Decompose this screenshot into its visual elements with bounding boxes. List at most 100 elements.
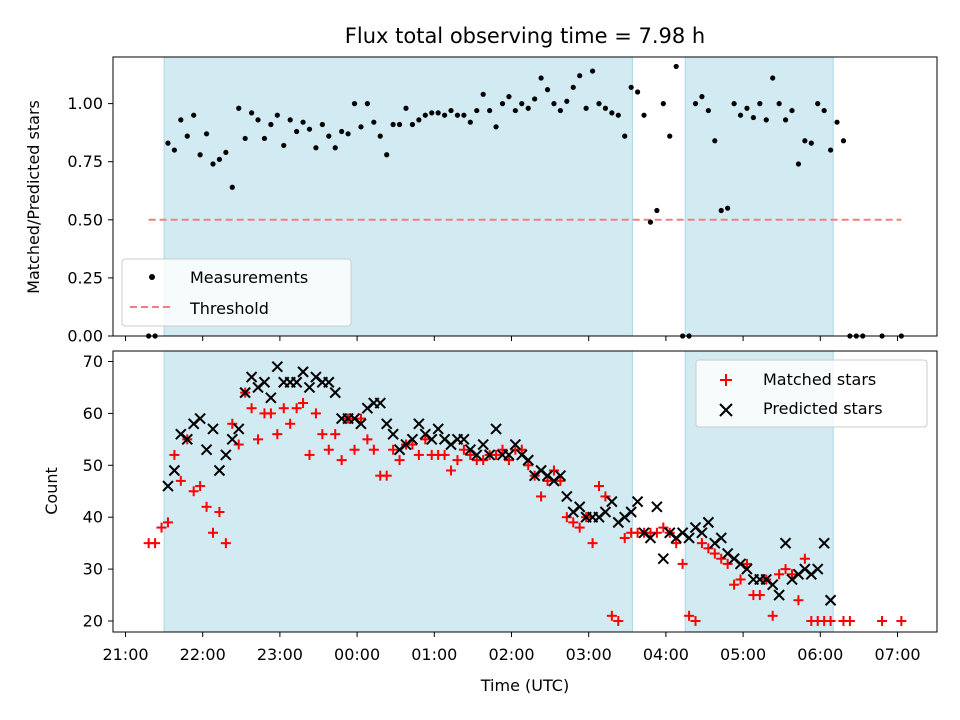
predicted-star-point	[380, 418, 393, 430]
predicted-star-point	[233, 423, 245, 435]
bottom-y-tick-label: 40	[83, 508, 103, 527]
predicted-star-point	[181, 433, 193, 446]
predicted-star-point	[258, 376, 271, 388]
predicted-star-point	[297, 366, 309, 378]
matched-star-point	[207, 527, 218, 538]
measurement-point	[782, 117, 789, 123]
measurement-point	[538, 75, 544, 81]
measurement-point	[557, 107, 563, 114]
measurement-point	[660, 101, 666, 107]
predicted-star-point	[683, 532, 695, 544]
measurement-point	[287, 117, 293, 123]
predicted-star-point	[374, 397, 386, 409]
measurement-point	[718, 207, 724, 214]
predicted-star-point	[477, 438, 489, 451]
matched-star-point	[246, 403, 257, 414]
measurement-point	[416, 117, 422, 123]
measurement-point	[203, 131, 210, 137]
bottom-y-tick-label: 70	[83, 352, 103, 371]
measurement-point	[583, 105, 589, 111]
predicted-star-point	[644, 532, 657, 544]
matched-star-point	[362, 434, 373, 445]
legend-predicted-marker	[719, 403, 733, 417]
matched-star-point	[671, 538, 682, 549]
matched-star-point	[690, 616, 701, 626]
measurement-point	[673, 63, 679, 70]
matched-star-point	[150, 538, 161, 549]
predicted-star-point	[162, 480, 174, 492]
bottom-y-ticks: 20 30 40 50 60 70	[83, 352, 113, 631]
measurement-point	[236, 105, 242, 111]
predicted-star-point	[651, 501, 663, 513]
measurement-point	[827, 147, 834, 153]
matched-star-point	[684, 610, 695, 621]
matched-star-point	[188, 486, 199, 497]
measurement-point	[364, 101, 370, 107]
matched-star-point	[265, 408, 276, 419]
measurement-point	[667, 133, 673, 139]
matched-star-point	[587, 538, 598, 549]
matched-star-point	[780, 564, 791, 575]
predicted-star-point	[323, 376, 335, 388]
shaded-interval-1	[163, 350, 633, 633]
measurement-point	[178, 117, 184, 123]
measurement-point	[461, 112, 467, 118]
bottom-x-tick-label: 02:00	[488, 645, 534, 664]
predicted-star-point	[779, 537, 792, 549]
predicted-star-point	[265, 392, 277, 404]
matched-star-point	[658, 522, 669, 533]
matched-star-point	[774, 569, 785, 580]
measurement-point	[216, 156, 223, 162]
measurement-point	[570, 84, 576, 90]
predicted-star-point	[271, 360, 284, 373]
bottom-y-tick-label: 50	[83, 456, 103, 475]
predicted-star-point	[766, 578, 779, 591]
measurement-point	[441, 112, 448, 118]
matched-star-point	[253, 434, 264, 445]
measurement-point	[422, 112, 428, 118]
measurement-point	[532, 96, 538, 102]
measurement-point	[647, 219, 654, 225]
measurement-point	[628, 84, 634, 90]
measurement-point	[519, 101, 525, 107]
measurement-point	[396, 121, 403, 128]
matched-star-point	[825, 616, 836, 626]
matched-star-point	[542, 475, 553, 486]
measurement-point	[474, 107, 480, 114]
matched-star-point	[227, 418, 238, 429]
matched-star-point	[896, 616, 907, 626]
measurement-point	[467, 119, 473, 125]
matched-star-point	[716, 553, 727, 564]
measurement-point	[165, 140, 171, 146]
bottom-x-ticks: 21:00 22:00 23:00 00:00 01:00 02:00 03:00 04:00…	[102, 632, 921, 664]
top-legend: Measurements Threshold	[121, 258, 352, 327]
bottom-y-tick-label: 60	[83, 404, 103, 423]
measurement-point	[242, 135, 248, 142]
matched-star-point	[162, 517, 173, 528]
measurement-point	[699, 94, 705, 100]
measurement-point	[300, 119, 306, 125]
top-y-tick-label: 1.00	[67, 94, 103, 113]
bottom-x-tick-label: 06:00	[797, 645, 843, 664]
measurement-point	[776, 101, 782, 107]
predicted-star-point	[239, 386, 251, 399]
measurement-point	[229, 184, 235, 190]
bottom-x-tick-label: 04:00	[643, 645, 689, 664]
bottom-x-tick-label: 21:00	[102, 645, 148, 664]
measurement-point	[384, 152, 390, 158]
matched-star-point	[568, 517, 579, 528]
predicted-star-point	[554, 469, 567, 482]
measurement-point	[268, 121, 274, 128]
matched-star-point	[741, 558, 752, 569]
measurement-point	[493, 124, 499, 130]
matched-star-point	[349, 444, 360, 455]
measurement-point	[525, 105, 531, 111]
matched-star-point	[555, 475, 566, 486]
top-y-tick-label: 0.25	[67, 268, 103, 287]
measurement-point	[634, 89, 641, 95]
matched-star-point	[619, 532, 630, 543]
legend-matched-label: Matched stars	[763, 370, 876, 389]
measurement-point	[261, 135, 268, 142]
matched-star-point	[310, 408, 321, 419]
predicted-star-point	[503, 449, 515, 461]
